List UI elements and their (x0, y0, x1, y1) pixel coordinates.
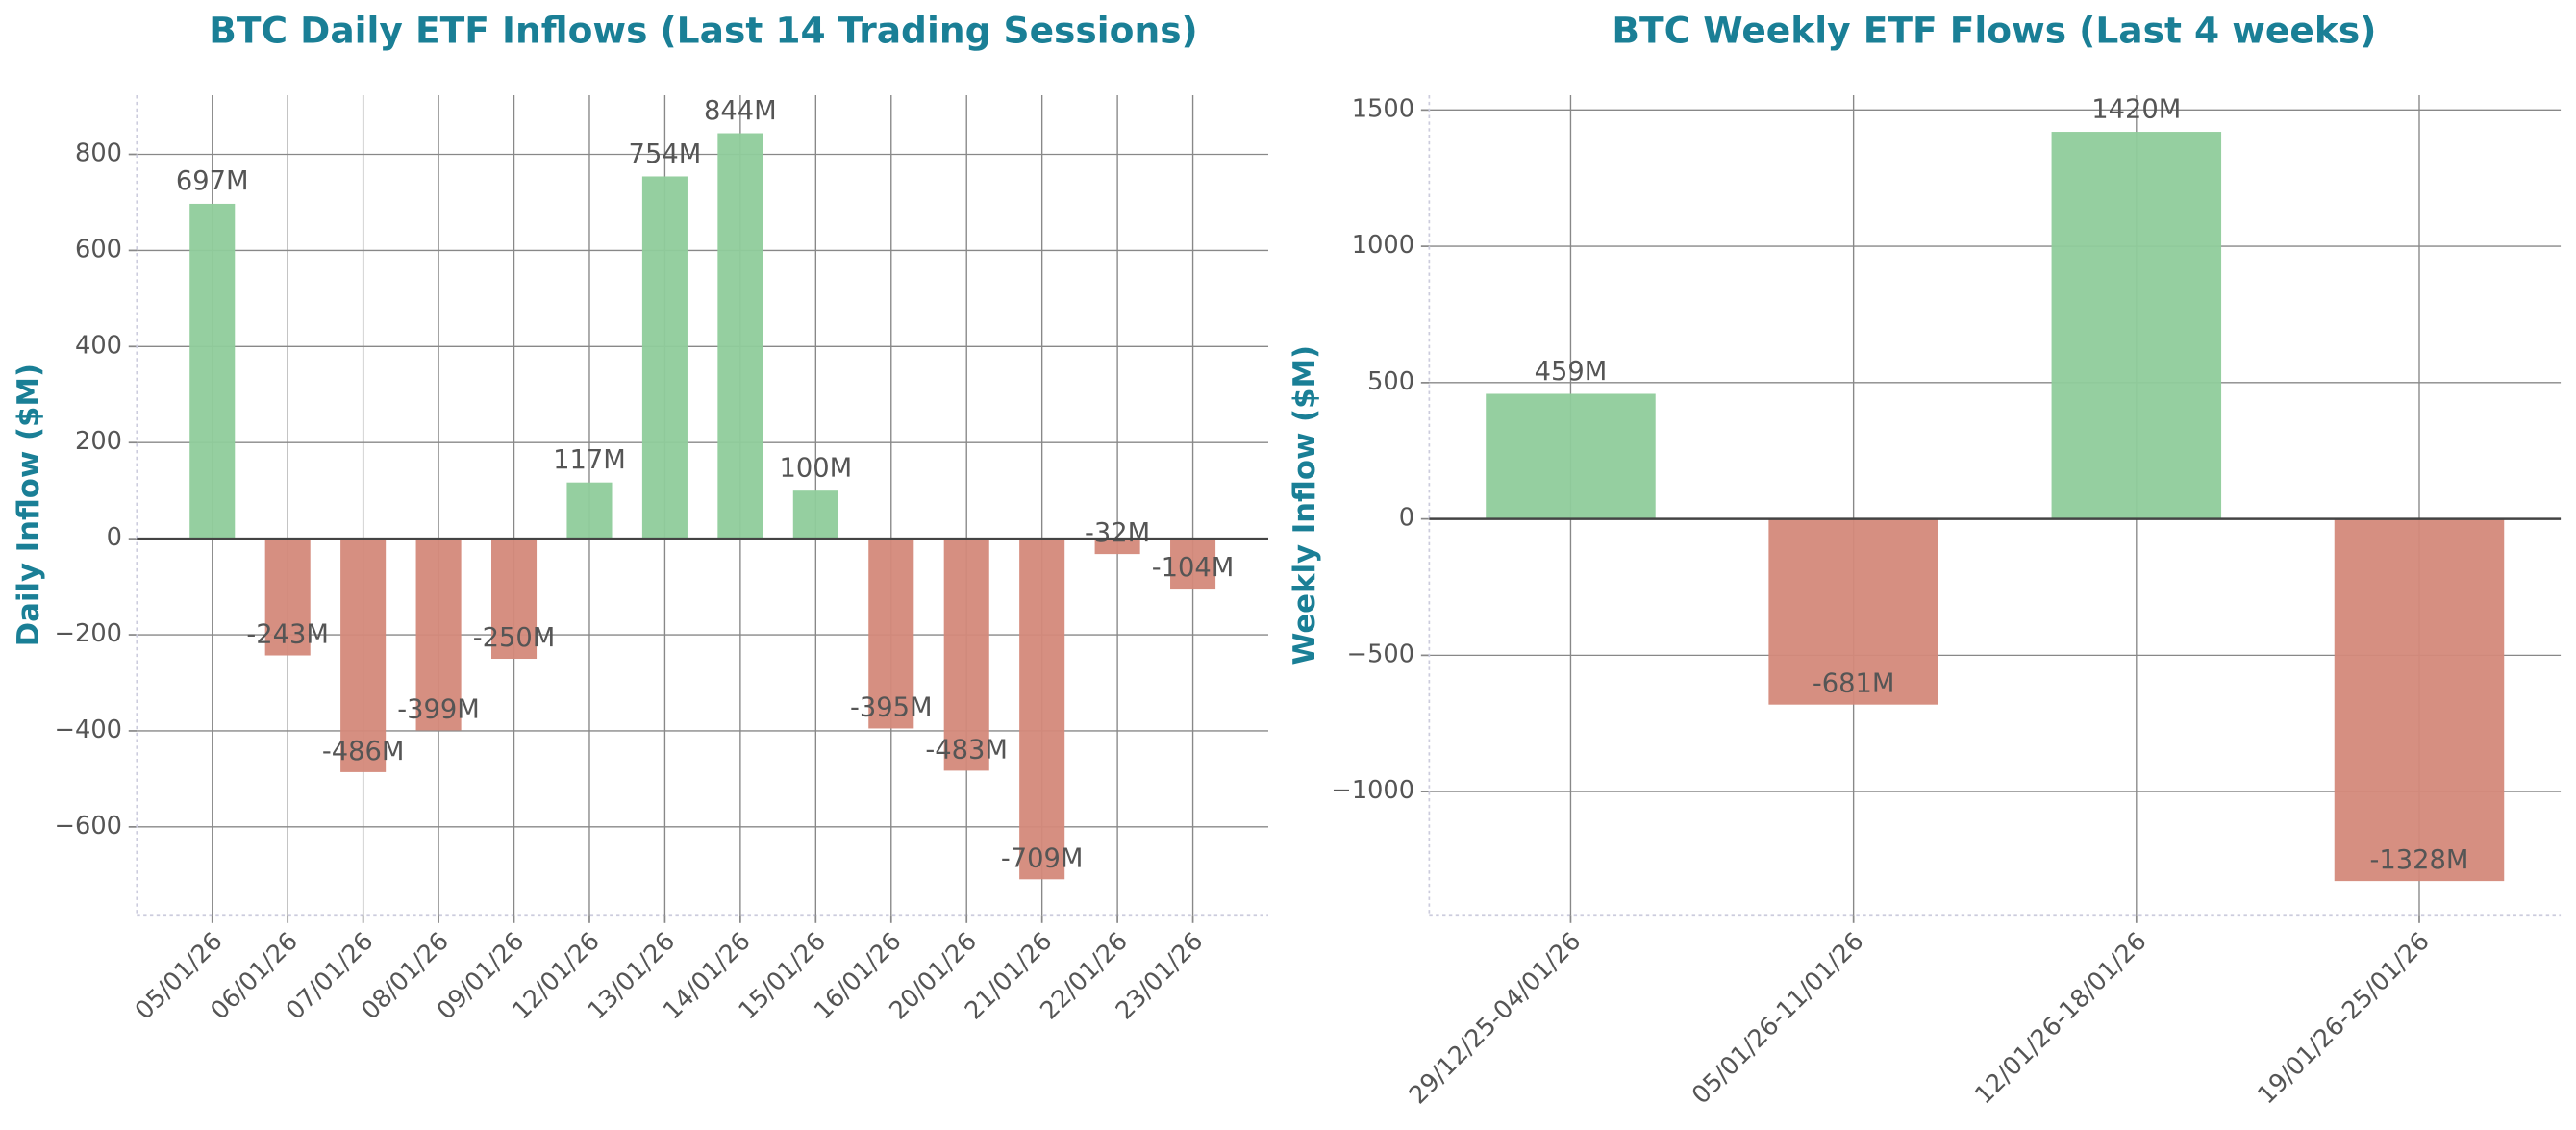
x-tick-label: 12/01/26-18/01/26 (1969, 927, 2152, 1110)
value-label: -104M (1152, 553, 1235, 583)
bar (264, 539, 311, 656)
x-tick-label: 05/01/26-11/01/26 (1687, 927, 1869, 1110)
value-label: 100M (779, 453, 852, 483)
bar (566, 482, 613, 540)
y-tick-label: 400 (75, 331, 122, 360)
y-tick-label: −200 (55, 619, 122, 648)
y-tick-label: −500 (1347, 640, 1414, 668)
y-tick-label: 0 (1399, 504, 1414, 533)
chart-title: BTC Daily ETF Inflows (Last 14 Trading S… (209, 10, 1197, 52)
y-tick-label: 800 (75, 138, 122, 167)
bar (641, 176, 688, 540)
value-label: -483M (925, 735, 1008, 765)
x-tick-label: 29/12/25-04/01/26 (1404, 927, 1587, 1110)
bar (1019, 539, 1065, 880)
bar (1768, 518, 1938, 705)
bar (490, 539, 538, 660)
y-tick-label: −1000 (1331, 776, 1414, 805)
bar (792, 490, 838, 540)
bar (1094, 539, 1140, 555)
bar (2334, 518, 2505, 882)
value-label: 459M (1535, 357, 1608, 387)
bar (415, 539, 462, 731)
value-label: 117M (553, 445, 626, 475)
value-label: -486M (322, 737, 405, 766)
value-label: -32M (1085, 518, 1150, 548)
bar (943, 539, 989, 771)
y-axis-label: Daily Inflow ($M) (12, 364, 46, 646)
value-label: -250M (473, 623, 556, 653)
bar (2051, 132, 2222, 519)
value-label: 697M (176, 166, 249, 196)
y-tick-label: 600 (75, 235, 122, 264)
y-tick-label: 500 (1367, 367, 1414, 396)
x-tick-label: 19/01/26-25/01/26 (2252, 927, 2435, 1110)
value-label: -1328M (2370, 845, 2469, 875)
y-tick-label: 200 (75, 427, 122, 456)
value-label: 844M (704, 96, 777, 126)
value-label: -395M (850, 692, 933, 722)
bar (1170, 539, 1216, 590)
chart-title: BTC Weekly ETF Flows (Last 4 weeks) (1612, 10, 2376, 52)
bar (717, 133, 763, 540)
value-label: -399M (397, 694, 480, 724)
bar (1486, 393, 1656, 519)
y-tick-label: −600 (55, 812, 122, 841)
value-label: 1420M (2091, 94, 2181, 124)
value-label: 754M (629, 139, 702, 169)
y-tick-label: −400 (55, 716, 122, 744)
bar (340, 539, 387, 772)
value-label: -243M (246, 620, 329, 650)
value-label: -681M (1813, 669, 1895, 699)
bar (189, 203, 236, 540)
y-tick-label: 1500 (1352, 94, 1414, 123)
y-axis-label: Weekly Inflow ($M) (1288, 345, 1322, 665)
value-label: -709M (1001, 843, 1084, 873)
y-tick-label: 1000 (1352, 231, 1414, 260)
y-tick-label: 0 (107, 523, 122, 552)
bar (868, 539, 914, 729)
